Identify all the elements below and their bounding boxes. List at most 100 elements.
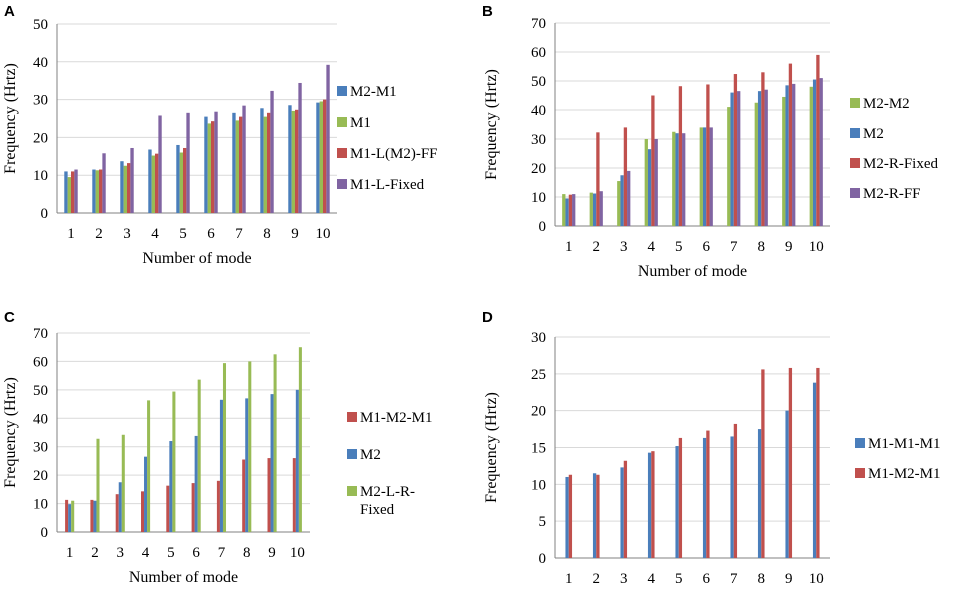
legend-label: M1-L-Fixed: [350, 177, 425, 193]
y-axis-label: Frequency (Hrtz): [2, 377, 19, 488]
x-tick-label: 3: [620, 571, 628, 587]
bar-c-series-2-mode-9: [270, 394, 274, 532]
bar-d-series-1-mode-10: [812, 382, 817, 558]
x-axis-label: Number of mode: [142, 250, 251, 267]
bar-b-series-2-mode-8: [757, 91, 762, 227]
bar-c-series-3-mode-4: [147, 400, 151, 532]
x-tick-label: 8: [243, 545, 251, 561]
legend-swatch: [855, 438, 865, 448]
bar-d-series-1-mode-1: [565, 476, 569, 558]
bar-d-series-2-mode-10: [816, 367, 820, 558]
y-tick-label: 30: [531, 330, 546, 346]
bar-a-series-1-mode-1: [64, 171, 68, 213]
bar-c-series-1-mode-4: [141, 491, 145, 532]
bar-a-series-1-mode-3: [120, 161, 124, 213]
y-tick-label: 0: [539, 551, 547, 567]
x-tick-label: 10: [316, 226, 331, 242]
bar-d-series-2-mode-8: [761, 369, 765, 558]
bar-c-series-2-mode-4: [144, 456, 148, 532]
bar-a-series-2-mode-10: [319, 101, 323, 213]
x-tick-label: 6: [703, 571, 711, 587]
bar-d-series-1-mode-6: [702, 437, 707, 558]
bar-b-series-4-mode-5: [682, 133, 686, 226]
y-tick-label: 30: [33, 440, 48, 456]
y-tick-label: 20: [33, 468, 48, 484]
bar-b-series-1-mode-4: [644, 139, 648, 226]
bar-b-series-4-mode-3: [627, 170, 631, 226]
bar-a-series-2-mode-8: [263, 116, 267, 213]
y-tick-label: 30: [531, 132, 546, 148]
x-tick-label: 4: [142, 545, 150, 561]
y-tick-label: 50: [531, 74, 546, 90]
bar-b-series-2-mode-5: [675, 133, 679, 226]
bar-a-series-4-mode-9: [298, 82, 302, 213]
bar-b-series-1-mode-6: [699, 127, 703, 226]
y-tick-label: 10: [531, 477, 546, 493]
y-tick-label: 50: [33, 17, 48, 33]
x-tick-label: 1: [565, 571, 573, 587]
bar-b-series-3-mode-10: [816, 54, 820, 227]
bar-c-series-1-mode-7: [216, 480, 220, 532]
bar-a-series-4-mode-1: [74, 169, 78, 213]
bar-c-series-3-mode-6: [197, 379, 201, 532]
y-tick-label: 10: [531, 190, 546, 206]
x-tick-label: 1: [565, 239, 573, 255]
chart-panel-d: D 05101520253012345678910Number of modeF…: [482, 309, 941, 587]
bar-a-series-3-mode-5: [183, 147, 187, 213]
bar-b-series-2-mode-7: [730, 92, 734, 226]
x-tick-label: 6: [207, 226, 215, 242]
legend-swatch: [347, 486, 357, 496]
x-tick-label: 10: [809, 239, 824, 255]
x-tick-label: 7: [730, 239, 738, 255]
legend-label: M2-M1: [350, 84, 397, 100]
bar-d-series-2-mode-1: [568, 474, 573, 558]
bar-b-series-1-mode-10: [809, 86, 813, 226]
bar-d-series-2-mode-9: [788, 367, 793, 558]
bar-a-series-4-mode-5: [186, 112, 190, 213]
y-tick-label: 0: [539, 219, 547, 235]
bar-b-series-1-mode-8: [754, 102, 758, 226]
x-tick-label: 4: [648, 239, 656, 255]
legend-swatch: [347, 449, 357, 459]
y-tick-label: 60: [531, 45, 546, 61]
x-tick-label: 5: [675, 571, 683, 587]
panel-label-c: C: [4, 309, 15, 326]
y-tick-label: 15: [531, 441, 546, 457]
bar-b-series-1-mode-3: [617, 181, 621, 226]
x-tick-label: 2: [593, 239, 601, 255]
bar-b-series-4-mode-2: [599, 191, 603, 226]
bar-b-series-3-mode-7: [733, 74, 738, 226]
bar-a-series-4-mode-3: [130, 147, 134, 213]
bar-b-series-2-mode-10: [812, 79, 817, 226]
legend-swatch: [850, 128, 860, 138]
bar-d-series-2-mode-6: [706, 430, 710, 558]
bar-c-series-1-mode-10: [292, 458, 296, 532]
panel-label-a: A: [4, 3, 15, 20]
y-axis-label: Frequency (Hrtz): [2, 63, 19, 174]
bar-c-series-3-mode-8: [248, 361, 252, 532]
legend-swatch: [337, 117, 347, 127]
bar-b-series-3-mode-5: [678, 86, 683, 226]
legend-label: M1-M2-M1: [360, 410, 433, 426]
bar-b-series-1-mode-7: [727, 107, 731, 226]
x-tick-label: 7: [730, 571, 738, 587]
y-tick-label: 20: [531, 404, 546, 420]
legend-label: M2-L-R-Fixed: [360, 484, 415, 518]
legend-swatch: [850, 158, 860, 168]
bar-c-series-3-mode-10: [298, 347, 302, 532]
bar-b-series-1-mode-2: [589, 192, 593, 226]
bar-a-series-2-mode-6: [207, 123, 211, 213]
legend-label: M2-R-Fixed: [863, 156, 939, 172]
x-tick-label: 6: [192, 545, 200, 561]
panel-label-d: D: [482, 309, 493, 326]
bar-d-series-1-mode-4: [647, 452, 652, 558]
bar-d-series-2-mode-5: [678, 437, 683, 558]
bar-a-series-2-mode-3: [123, 165, 127, 213]
y-tick-label: 25: [531, 367, 546, 383]
x-tick-label: 9: [268, 545, 276, 561]
bar-a-series-2-mode-1: [67, 177, 71, 213]
bar-b-series-3-mode-9: [788, 63, 793, 226]
y-tick-label: 10: [33, 168, 48, 184]
bar-b-series-3-mode-8: [761, 72, 765, 226]
